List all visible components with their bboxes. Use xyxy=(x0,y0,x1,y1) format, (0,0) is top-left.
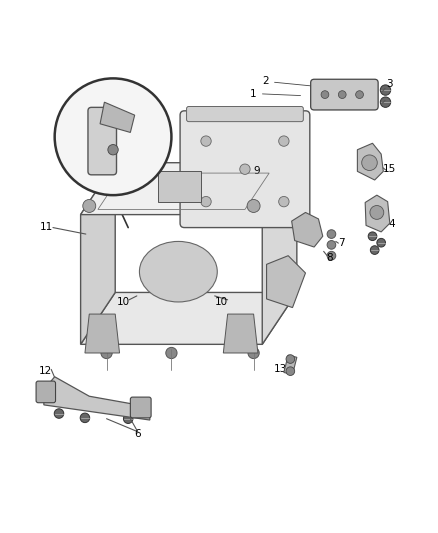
Text: 8: 8 xyxy=(326,253,332,263)
Circle shape xyxy=(321,91,329,99)
Circle shape xyxy=(83,199,96,213)
Circle shape xyxy=(327,230,336,238)
Text: 9: 9 xyxy=(253,166,260,176)
Circle shape xyxy=(201,136,211,146)
Text: 1: 1 xyxy=(250,88,300,99)
Circle shape xyxy=(286,367,295,375)
Circle shape xyxy=(248,348,259,359)
Circle shape xyxy=(377,238,385,247)
Text: 2: 2 xyxy=(262,76,316,86)
Circle shape xyxy=(327,240,336,249)
Text: 14: 14 xyxy=(73,164,86,174)
Polygon shape xyxy=(81,293,297,344)
Text: 6: 6 xyxy=(376,200,382,209)
Polygon shape xyxy=(44,377,150,420)
Text: 11: 11 xyxy=(39,222,53,232)
Circle shape xyxy=(380,85,391,95)
Text: 15: 15 xyxy=(383,164,396,174)
Polygon shape xyxy=(284,355,297,375)
FancyBboxPatch shape xyxy=(36,381,56,403)
Circle shape xyxy=(279,197,289,207)
Circle shape xyxy=(368,232,377,240)
Text: 5: 5 xyxy=(313,232,319,243)
Circle shape xyxy=(370,206,384,220)
Polygon shape xyxy=(100,102,134,132)
Circle shape xyxy=(327,252,336,260)
Text: 7: 7 xyxy=(338,238,344,248)
Circle shape xyxy=(356,91,364,99)
Circle shape xyxy=(55,78,171,195)
Ellipse shape xyxy=(139,241,217,302)
Circle shape xyxy=(247,199,260,213)
Circle shape xyxy=(286,355,295,364)
Circle shape xyxy=(54,409,64,418)
Polygon shape xyxy=(81,163,297,215)
Circle shape xyxy=(101,348,112,359)
Circle shape xyxy=(362,155,377,171)
Circle shape xyxy=(240,164,250,174)
Circle shape xyxy=(380,97,391,107)
FancyBboxPatch shape xyxy=(187,107,304,122)
Circle shape xyxy=(80,413,90,423)
Polygon shape xyxy=(365,195,390,232)
Text: 10: 10 xyxy=(117,297,130,307)
Polygon shape xyxy=(81,163,115,344)
Text: 10: 10 xyxy=(215,297,228,307)
Circle shape xyxy=(371,246,379,254)
Polygon shape xyxy=(158,172,201,201)
FancyBboxPatch shape xyxy=(311,79,378,110)
Text: 13: 13 xyxy=(274,365,287,374)
Polygon shape xyxy=(267,256,305,308)
Circle shape xyxy=(166,348,177,359)
Text: 6: 6 xyxy=(134,429,141,439)
Circle shape xyxy=(108,144,118,155)
Circle shape xyxy=(124,414,133,424)
Circle shape xyxy=(201,197,211,207)
FancyBboxPatch shape xyxy=(131,397,151,418)
Text: 4: 4 xyxy=(389,219,395,229)
FancyBboxPatch shape xyxy=(88,107,117,175)
Polygon shape xyxy=(223,314,258,353)
Polygon shape xyxy=(262,163,297,344)
Polygon shape xyxy=(292,213,323,247)
Text: 3: 3 xyxy=(386,79,393,89)
Polygon shape xyxy=(85,314,120,353)
Polygon shape xyxy=(357,143,383,180)
Circle shape xyxy=(338,91,346,99)
FancyBboxPatch shape xyxy=(180,111,310,228)
Circle shape xyxy=(279,136,289,146)
Text: 12: 12 xyxy=(39,366,52,376)
